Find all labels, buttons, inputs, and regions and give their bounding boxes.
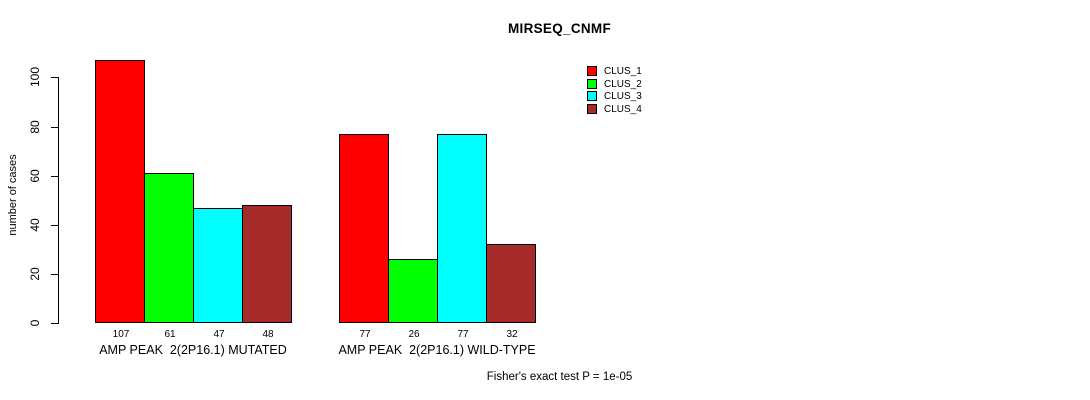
y-axis-line	[58, 77, 59, 323]
y-axis-label: number of cases	[7, 154, 19, 236]
y-tick-mark	[51, 274, 59, 275]
y-tick-label: 80	[28, 120, 42, 134]
y-tick-label: 20	[28, 267, 42, 281]
legend-label: CLUS_4	[604, 103, 642, 115]
bar-CLUS_3	[437, 134, 487, 323]
bar-CLUS_2	[144, 173, 194, 323]
legend-swatch-CLUS_1	[587, 66, 597, 76]
bar-value-label: 61	[164, 329, 176, 340]
bar-CLUS_4	[242, 205, 292, 323]
bar-value-label: 107	[112, 329, 130, 340]
bar-value-label: 32	[506, 329, 518, 340]
bar-CLUS_1	[95, 60, 145, 323]
bar-CLUS_3	[193, 208, 243, 323]
y-tick-mark	[51, 176, 59, 177]
y-tick-mark	[51, 127, 59, 128]
chart-title: MIRSEQ_CNMF	[507, 21, 612, 36]
y-tick-label: 0	[28, 319, 42, 327]
bar-value-label: 47	[213, 329, 225, 340]
legend-swatch-CLUS_4	[587, 104, 597, 114]
legend-item: CLUS_4	[587, 103, 642, 115]
y-tick-label: 40	[28, 218, 42, 232]
bar-CLUS_1	[339, 134, 389, 323]
bar-CLUS_2	[388, 259, 438, 323]
legend-label: CLUS_3	[604, 90, 642, 102]
legend-label: CLUS_1	[604, 65, 642, 77]
bar-CLUS_4	[486, 244, 536, 323]
legend-item: CLUS_3	[587, 90, 642, 102]
y-tick-mark	[51, 225, 59, 226]
group-label: AMP PEAK 2(2P16.1) WILD-TYPE	[338, 343, 536, 357]
legend-label: CLUS_2	[604, 78, 642, 90]
group-label: AMP PEAK 2(2P16.1) MUTATED	[99, 343, 287, 357]
fisher-test-annotation: Fisher's exact test P = 1e-05	[486, 371, 633, 383]
y-tick-label: 100	[28, 66, 42, 88]
legend-swatch-CLUS_3	[587, 91, 597, 101]
legend-item: CLUS_1	[587, 65, 642, 77]
y-tick-mark	[51, 77, 59, 78]
bar-value-label: 48	[262, 329, 274, 340]
y-tick-label: 60	[28, 169, 42, 183]
legend-swatch-CLUS_2	[587, 79, 597, 89]
bar-value-label: 26	[408, 329, 420, 340]
legend-item: CLUS_2	[587, 78, 642, 90]
bar-value-label: 77	[457, 329, 469, 340]
y-tick-mark	[51, 323, 59, 324]
bar-value-label: 77	[359, 329, 371, 340]
